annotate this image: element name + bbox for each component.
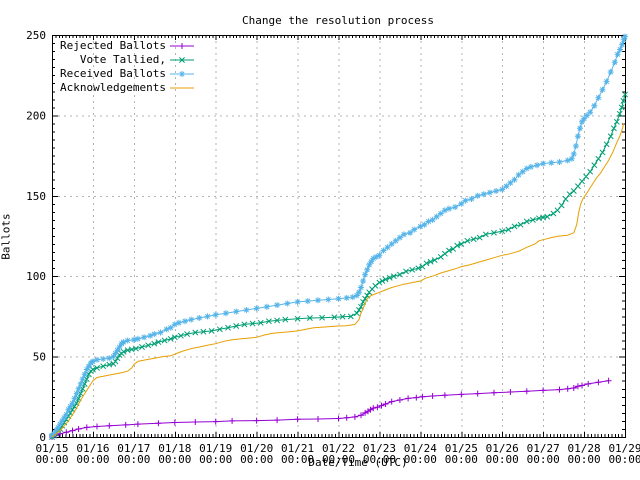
x-axis-label: Date/Time (UTC) (308, 456, 408, 469)
series-received-ballots (49, 33, 628, 439)
x-tick-label-time: 00:00 (240, 453, 273, 466)
x-tick-label-time: 00:00 (199, 453, 232, 466)
x-tick-label-date: 01/19 (199, 442, 232, 455)
legend: Rejected Ballots Vote Tallied, Received … (52, 39, 166, 95)
x-tick-label-time: 00:00 (281, 453, 314, 466)
series-line (51, 94, 626, 438)
x-tick-label-date: 01/22 (322, 442, 355, 455)
x-tick-label-date: 01/26 (486, 442, 519, 455)
x-tick-label-date: 01/23 (363, 442, 396, 455)
x-tick-label-date: 01/18 (158, 442, 191, 455)
x-tick-label-date: 01/20 (240, 442, 273, 455)
x-tick-label-date: 01/21 (281, 442, 314, 455)
x-tick-label-date: 01/28 (568, 442, 601, 455)
y-tick-label: 100 (26, 270, 46, 283)
asterisk-markers (49, 33, 628, 439)
y-tick-label: 50 (33, 351, 46, 364)
legend-sample-vote-tallied (170, 57, 194, 63)
y-tick-label: 200 (26, 109, 46, 122)
cross-markers (49, 91, 628, 440)
axis-ticks (52, 35, 626, 438)
grid (52, 35, 625, 437)
x-tick-label-date: 01/29 (608, 442, 640, 455)
series-rejected-ballots (49, 377, 612, 440)
x-tick-label-time: 00:00 (322, 453, 355, 466)
legend-label-vote-tallied: Vote Tallied, (79, 53, 166, 66)
x-tick-label-time: 00:00 (568, 453, 601, 466)
y-tick-label: 250 (26, 29, 46, 42)
x-tick-label-date: 01/17 (117, 442, 150, 455)
legend-sample-rejected-ballots (170, 43, 194, 49)
x-tick-label-time: 00:00 (158, 453, 191, 466)
legend-item-acknowledgements: Acknowledgements (52, 81, 166, 95)
x-tick-label-date: 01/16 (76, 442, 109, 455)
legend-label-rejected-ballots: Rejected Ballots (60, 39, 166, 52)
series-acknowledgements (51, 123, 625, 438)
x-tick-label-time: 00:00 (608, 453, 640, 466)
plus-markers (49, 377, 612, 440)
y-tick-label: 150 (26, 190, 46, 203)
legend-sample-received-ballots (170, 71, 194, 77)
legend-label-received-ballots: Received Ballots (60, 67, 166, 80)
series-line (51, 380, 609, 438)
legend-item-vote-tallied: Vote Tallied, (52, 53, 166, 67)
x-tick-label-time: 00:00 (445, 453, 478, 466)
y-tick-label: 0 (39, 431, 46, 444)
legend-item-rejected-ballots: Rejected Ballots (52, 39, 166, 53)
x-tick-label-time: 00:00 (35, 453, 68, 466)
x-tick-label-time: 00:00 (527, 453, 560, 466)
tick-labels: 05010015020025001/1500:0001/1600:0001/17… (26, 29, 640, 466)
legend-item-received-ballots: Received Ballots (52, 67, 166, 81)
x-tick-label-time: 00:00 (117, 453, 150, 466)
x-tick-label-date: 01/27 (527, 442, 560, 455)
x-tick-label-date: 01/15 (35, 442, 68, 455)
x-tick-label-time: 00:00 (363, 453, 396, 466)
x-tick-label-time: 00:00 (404, 453, 437, 466)
x-tick-label-time: 00:00 (486, 453, 519, 466)
series-line (51, 123, 625, 438)
legend-label-acknowledgements: Acknowledgements (60, 81, 166, 94)
x-tick-label-time: 00:00 (76, 453, 109, 466)
chart-title: Change the resolution process (241, 14, 435, 27)
x-tick-label-date: 01/25 (445, 442, 478, 455)
series-vote-tallied (49, 91, 628, 440)
x-tick-label-date: 01/24 (404, 442, 437, 455)
